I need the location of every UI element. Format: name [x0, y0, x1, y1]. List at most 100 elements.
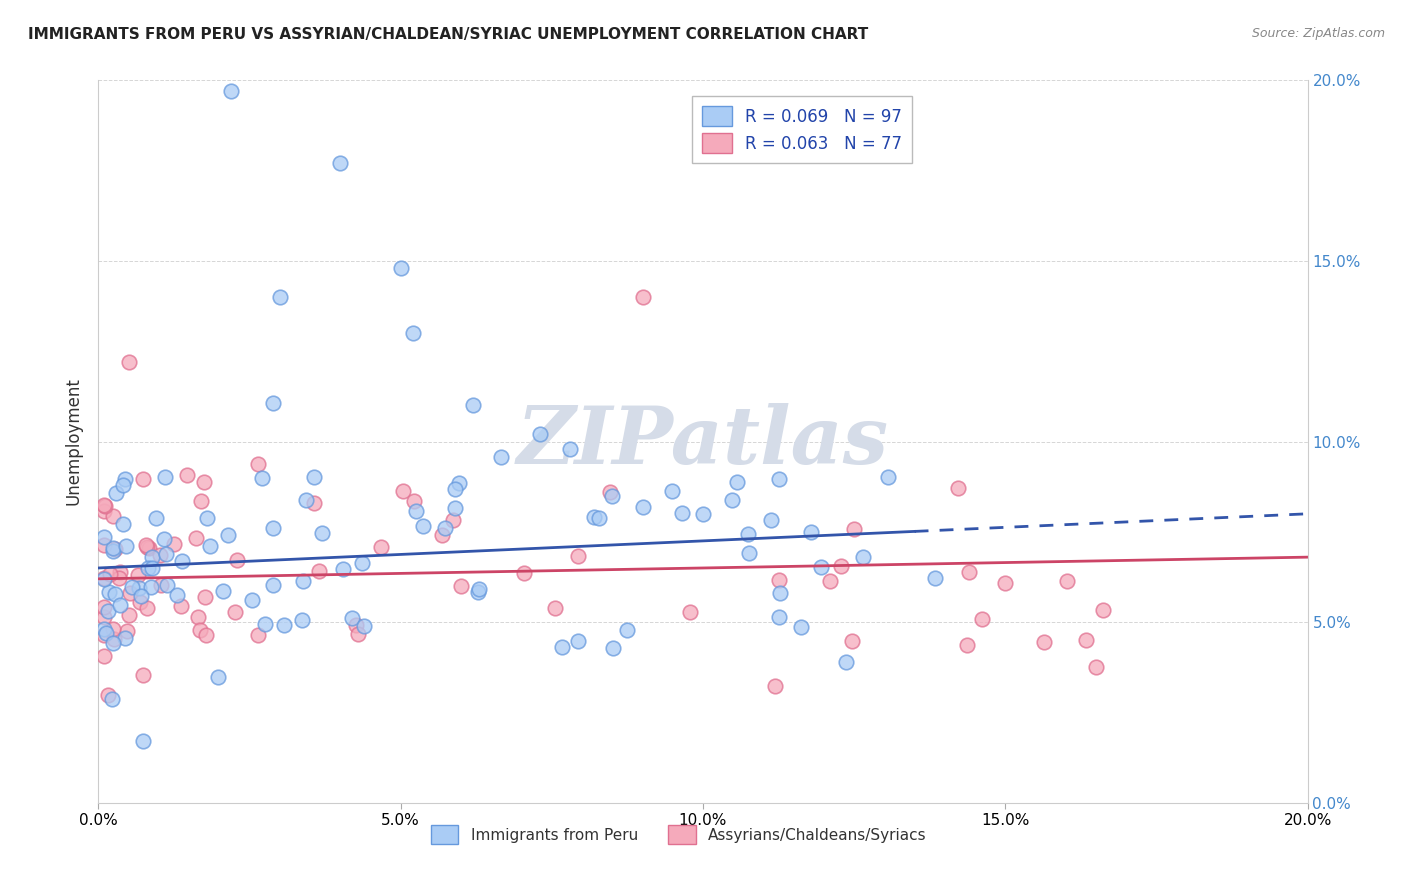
Point [112, 478, 135, 492]
Point [217, 528, 239, 542]
Point [768, 586, 790, 600]
Point [768, 573, 790, 587]
Point [763, 679, 786, 693]
Point [254, 617, 277, 632]
Point [768, 472, 790, 486]
Point [176, 468, 198, 483]
Point [150, 577, 173, 591]
Point [588, 511, 610, 525]
Point [262, 396, 284, 410]
Point [118, 355, 141, 369]
Point [104, 541, 127, 556]
Point [1056, 574, 1078, 589]
Point [558, 442, 581, 456]
Point [225, 553, 247, 567]
Point [1092, 603, 1115, 617]
Point [432, 527, 454, 541]
Point [262, 578, 284, 592]
Point [957, 565, 980, 579]
Point [136, 560, 159, 574]
Point [101, 508, 124, 523]
Point [250, 471, 273, 485]
Point [104, 485, 127, 500]
Point [120, 585, 142, 599]
Point [551, 640, 574, 654]
Point [346, 626, 368, 640]
Point [602, 489, 624, 503]
Y-axis label: Unemployment: Unemployment [65, 377, 83, 506]
Point [818, 574, 841, 588]
Point [955, 639, 977, 653]
Point [128, 581, 150, 595]
Point [93, 628, 115, 642]
Point [131, 733, 153, 747]
Point [340, 611, 363, 625]
Point [132, 668, 155, 682]
Point [810, 560, 832, 574]
Point [302, 495, 325, 509]
Point [441, 513, 464, 527]
Point [221, 84, 243, 98]
Point [353, 618, 375, 632]
Point [671, 506, 693, 520]
Point [449, 476, 471, 491]
Point [1033, 635, 1056, 649]
Point [240, 593, 263, 607]
Point [761, 513, 783, 527]
Point [344, 618, 367, 632]
Point [463, 398, 485, 412]
Point [93, 498, 115, 512]
Point [329, 156, 352, 170]
Point [567, 634, 589, 648]
Point [444, 482, 467, 496]
Point [491, 450, 513, 464]
Point [631, 500, 654, 514]
Point [207, 670, 229, 684]
Point [170, 554, 193, 568]
Point [311, 526, 333, 541]
Point [97, 604, 120, 618]
Point [93, 600, 115, 615]
Point [291, 613, 314, 627]
Point [114, 472, 136, 486]
Point [412, 518, 434, 533]
Point [661, 483, 683, 498]
Point [308, 564, 330, 578]
Point [152, 532, 174, 546]
Point [513, 566, 536, 581]
Point [163, 537, 186, 551]
Point [1074, 633, 1097, 648]
Point [101, 692, 124, 706]
Point [924, 571, 946, 585]
Point [153, 469, 176, 483]
Point [93, 504, 115, 518]
Point [98, 566, 121, 581]
Point [166, 588, 188, 602]
Point [136, 601, 159, 615]
Point [692, 507, 714, 521]
Point [790, 620, 813, 634]
Point [101, 622, 124, 636]
Point [184, 531, 207, 545]
Point [567, 549, 589, 563]
Point [103, 587, 125, 601]
Point [450, 579, 472, 593]
Point [93, 622, 115, 636]
Point [602, 640, 624, 655]
Point [332, 562, 354, 576]
Point [170, 599, 193, 613]
Point [194, 591, 217, 605]
Point [948, 481, 970, 495]
Point [737, 546, 759, 560]
Point [139, 580, 162, 594]
Point [98, 585, 121, 599]
Text: IMMIGRANTS FROM PERU VS ASSYRIAN/CHALDEAN/SYRIAC UNEMPLOYMENT CORRELATION CHART: IMMIGRANTS FROM PERU VS ASSYRIAN/CHALDEA… [28, 27, 869, 42]
Point [247, 457, 270, 471]
Point [302, 469, 325, 483]
Point [212, 584, 235, 599]
Point [544, 600, 567, 615]
Text: Source: ZipAtlas.com: Source: ZipAtlas.com [1251, 27, 1385, 40]
Point [127, 567, 149, 582]
Point [402, 326, 425, 340]
Point [115, 624, 138, 638]
